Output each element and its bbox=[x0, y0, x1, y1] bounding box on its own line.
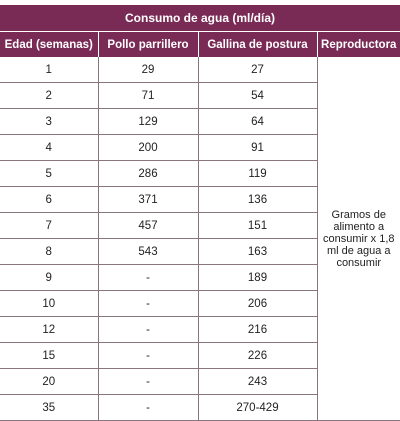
table-title-row: Consumo de agua (ml/día) bbox=[0, 5, 400, 32]
cell-gallina: 119 bbox=[197, 160, 318, 187]
water-consumption-table: Consumo de agua (ml/día) Edad (semanas) … bbox=[0, 5, 400, 421]
table-row: 2 71 54 bbox=[0, 82, 400, 109]
cell-pollo: 457 bbox=[97, 212, 199, 239]
cell-pollo: 71 bbox=[97, 82, 199, 109]
cell-pollo: 129 bbox=[97, 108, 199, 135]
cell-gallina: 151 bbox=[197, 212, 318, 239]
table-row: 7 457 151 bbox=[0, 212, 400, 239]
table-row: 15-226 bbox=[0, 342, 400, 369]
cell-gallina: 136 bbox=[197, 186, 318, 213]
column-header-row: Edad (semanas) Pollo parrillero Gallina … bbox=[0, 31, 400, 57]
table-row: 20-243 bbox=[0, 368, 400, 395]
cell-pollo: 543 bbox=[97, 238, 199, 265]
cell-edad: 9 bbox=[0, 264, 99, 291]
table-row: 1 29 27 Gramos de alimento a consumir x 1,8… bbox=[0, 57, 400, 421]
cell-edad: 12 bbox=[0, 316, 99, 343]
cell-gallina: 206 bbox=[197, 290, 318, 317]
cell-gallina: 243 bbox=[197, 368, 318, 395]
cell-pollo: - bbox=[97, 264, 199, 291]
header-edad: Edad (semanas) bbox=[0, 31, 98, 57]
table-row: 8 543 163 bbox=[0, 238, 400, 265]
cell-pollo: - bbox=[97, 342, 199, 369]
cell-gallina: 270-429 bbox=[197, 394, 318, 421]
table-row: 6 371 136 bbox=[0, 186, 400, 213]
cell-gallina: 163 bbox=[197, 238, 318, 265]
cell-edad: 20 bbox=[0, 368, 99, 395]
table-row: 4 200 91 bbox=[0, 134, 400, 161]
cell-gallina: 91 bbox=[197, 134, 318, 161]
cell-pollo: - bbox=[97, 368, 199, 395]
table-row: 10-206 bbox=[0, 290, 400, 317]
cell-gallina: 54 bbox=[197, 82, 318, 109]
cell-edad: 15 bbox=[0, 342, 99, 369]
header-pollo: Pollo parrillero bbox=[97, 31, 198, 57]
cell-pollo: - bbox=[97, 394, 199, 421]
reproductora-note: Gramos de alimento a consumir x 1,8 ml d… bbox=[316, 57, 400, 421]
cell-edad: 8 bbox=[0, 238, 99, 265]
cell-edad: 2 bbox=[0, 82, 99, 109]
cell-gallina: 27 bbox=[197, 57, 318, 83]
cell-edad: 5 bbox=[0, 160, 99, 187]
table-title: Consumo de agua (ml/día) bbox=[0, 5, 400, 32]
cell-gallina: 189 bbox=[197, 264, 318, 291]
table-row: 12-216 bbox=[0, 316, 400, 343]
cell-edad: 3 bbox=[0, 108, 99, 135]
cell-edad: 4 bbox=[0, 134, 99, 161]
cell-gallina: 226 bbox=[197, 342, 318, 369]
table-row: 5 286 119 bbox=[0, 160, 400, 187]
table-row: 3 129 64 bbox=[0, 108, 400, 135]
cell-pollo: 286 bbox=[97, 160, 199, 187]
cell-gallina: 64 bbox=[197, 108, 318, 135]
cell-edad: 35 bbox=[0, 394, 99, 421]
cell-edad: 7 bbox=[0, 212, 99, 239]
table-body: 1 29 27 Gramos de alimento a consumir x 1,8… bbox=[0, 57, 400, 421]
cell-pollo: - bbox=[97, 290, 199, 317]
cell-pollo: - bbox=[97, 316, 199, 343]
cell-edad: 6 bbox=[0, 186, 99, 213]
cell-edad: 1 bbox=[0, 57, 99, 83]
cell-gallina: 216 bbox=[197, 316, 318, 343]
header-gallina: Gallina de postura bbox=[197, 31, 317, 57]
cell-pollo: 371 bbox=[97, 186, 199, 213]
page: Consumo de agua (ml/día) Edad (semanas) … bbox=[0, 5, 400, 421]
cell-pollo: 29 bbox=[97, 57, 199, 83]
table-row: 9-189 bbox=[0, 264, 400, 291]
header-reproductora: Reproductora bbox=[316, 31, 400, 57]
cell-edad: 10 bbox=[0, 290, 99, 317]
cell-pollo: 200 bbox=[97, 134, 199, 161]
